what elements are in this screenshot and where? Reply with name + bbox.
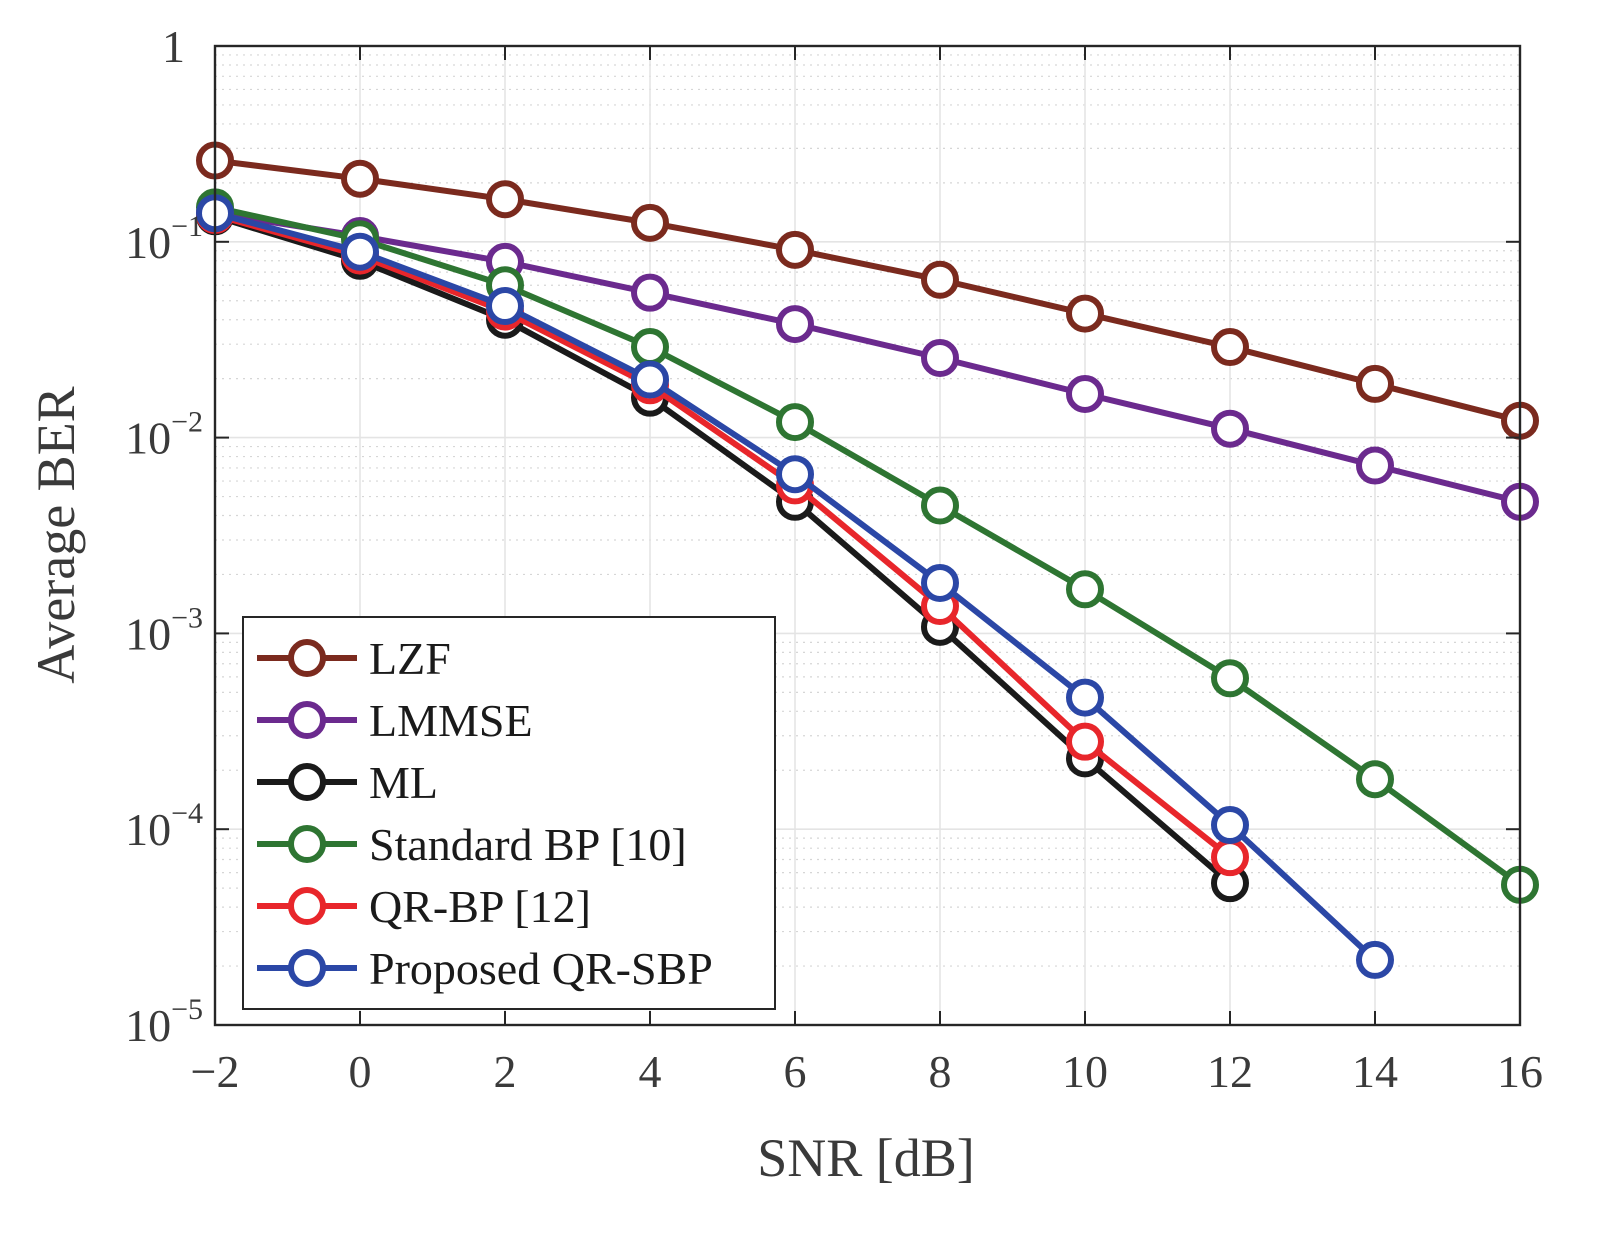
y-tick-label: 10−1 <box>125 210 203 268</box>
data-point <box>776 305 814 344</box>
y-tick-label: 10−4 <box>125 797 203 855</box>
legend-item: Proposed QR-SBP <box>257 943 713 994</box>
legend: LZF LMMSE ML Standard BP [10] QR-BP [12] Prop… <box>242 616 776 1010</box>
x-tick-label: 10 <box>1062 1046 1108 1097</box>
series-layer <box>196 141 1539 979</box>
data-point <box>631 203 669 242</box>
data-point <box>921 486 959 525</box>
y-tick-label: 10−3 <box>125 601 203 659</box>
data-point <box>1211 328 1249 367</box>
series-line <box>214 212 1232 860</box>
x-tick-label: 2 <box>494 1046 517 1097</box>
data-point <box>1066 678 1104 717</box>
data-point <box>1211 659 1249 698</box>
data-point <box>776 230 814 269</box>
data-point <box>1066 570 1104 609</box>
series-line <box>214 157 1521 424</box>
legend-item: QR-BP [12] <box>257 881 591 932</box>
data-point <box>921 563 959 602</box>
legend-label: ML <box>369 757 438 808</box>
data-point <box>631 360 669 399</box>
data-point <box>1211 806 1249 845</box>
y-tick-label: 1 <box>162 21 185 72</box>
data-point <box>1211 409 1249 448</box>
x-tick-label: 4 <box>639 1046 662 1097</box>
legend-label: Proposed QR-SBP <box>369 943 713 994</box>
data-point <box>486 287 524 326</box>
legend-label: LZF <box>369 633 451 684</box>
legend-marker <box>288 701 326 739</box>
x-tick-label: 12 <box>1207 1046 1253 1097</box>
data-point <box>1356 760 1394 799</box>
x-tick-label: 6 <box>784 1046 807 1097</box>
y-tick-label: 10−5 <box>125 993 203 1051</box>
data-point <box>631 328 669 367</box>
x-tick-label: 16 <box>1497 1046 1543 1097</box>
legend-marker <box>288 639 326 677</box>
data-point <box>486 180 524 219</box>
legend-label: Standard BP [10] <box>369 819 687 870</box>
data-point <box>341 159 379 198</box>
x-tick-label: 0 <box>349 1046 372 1097</box>
legend-item: ML <box>257 757 438 808</box>
series-line <box>214 213 1232 886</box>
data-point <box>921 260 959 299</box>
data-point <box>631 273 669 312</box>
x-tick-label: 14 <box>1352 1046 1398 1097</box>
series-line <box>214 204 1522 888</box>
data-point <box>1066 374 1104 413</box>
legend-item: Standard BP [10] <box>257 819 687 870</box>
y-tick-label: 10−2 <box>125 406 203 464</box>
series-line <box>214 210 1521 505</box>
x-axis-title: SNR [dB] <box>757 1128 975 1188</box>
data-point <box>921 338 959 377</box>
legend-marker <box>288 825 326 863</box>
legend-marker <box>288 887 326 925</box>
data-point <box>341 232 379 271</box>
x-tick-label: 8 <box>929 1046 952 1097</box>
legend-label: QR-BP [12] <box>369 881 591 932</box>
legend-item: LZF <box>257 633 451 684</box>
legend-marker <box>288 949 326 987</box>
data-point <box>1211 838 1249 877</box>
data-point <box>1356 446 1394 485</box>
data-point <box>776 403 814 442</box>
plot-frame <box>213 44 1522 1027</box>
data-point <box>1356 364 1394 403</box>
data-point <box>1066 722 1104 761</box>
legend-marker <box>288 763 326 801</box>
legend-item: LMMSE <box>257 695 533 746</box>
y-axis-title: Average BER <box>26 386 86 683</box>
data-point <box>1356 940 1394 979</box>
x-tick-label: −2 <box>191 1046 240 1097</box>
axes: −2 0 2 4 6 8 10 12 14 16 1 10−1 10−2 10−3 10−4 10−5 <box>125 21 1543 1097</box>
legend-box <box>242 616 776 1010</box>
legend-label: LMMSE <box>369 695 533 746</box>
data-point <box>1066 294 1104 333</box>
data-point <box>776 455 814 494</box>
